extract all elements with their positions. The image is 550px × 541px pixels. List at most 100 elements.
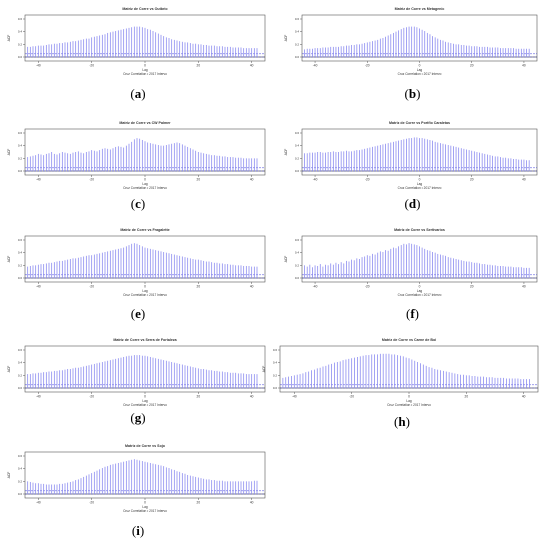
chart-panel-d: Matriz de Corre vs Portfio Caraletas -40 -… [280, 117, 545, 195]
chart-subtitle: Cruz Correlation • 2017 Intervo [123, 186, 167, 190]
x-tick-label: -20 [89, 285, 94, 289]
y-tick-label: 0.6 [273, 348, 278, 352]
chart-panel-e: Matriz de Corre vs Fragalette -40 -20 0 20 40… [3, 224, 273, 302]
y-tick-label: 0.2 [18, 479, 23, 483]
chart-panel-a: Matriz de Corre vs Outbrio -40 -20 0 20 40 0.0… [3, 3, 273, 81]
y-tick-label: 0.2 [295, 263, 300, 267]
x-tick-label: -20 [365, 285, 370, 289]
x-tick-label: 20 [197, 395, 201, 399]
x-axis-label: Lag [417, 68, 423, 72]
y-tick-label: 0.4 [273, 361, 278, 365]
y-axis-label: ACF [284, 256, 288, 263]
x-tick-label: 0 [419, 178, 421, 182]
y-tick-label: 0.2 [18, 373, 23, 377]
y-tick-label: 0.4 [295, 30, 300, 34]
y-tick-label: 0.6 [295, 131, 300, 135]
x-tick-label: -20 [89, 178, 94, 182]
chart-svg: Matriz de Corre vs Sojo -40 -20 0 20 40 0.0 0.2… [7, 444, 266, 513]
chart-title: Matriz de Corre vs Outbrio [122, 7, 168, 11]
y-axis-label: ACF [7, 366, 11, 373]
chart-subtitle: Cruz Correlation • 2017 Intervo [398, 186, 442, 190]
chart-svg: Matriz de Corre vs Fragalette -40 -20 0 20 40… [7, 228, 266, 297]
y-tick-label: 0.6 [18, 17, 23, 21]
chart-panel-i: Matriz de Corre vs Sojo -40 -20 0 20 40 0.0 0.2… [3, 440, 273, 518]
y-tick-label: 0.0 [295, 55, 300, 59]
y-tick-label: 0.2 [295, 42, 300, 46]
x-tick-label: 0 [144, 178, 146, 182]
panel-label-i: (i) [131, 523, 145, 538]
chart-title: Matriz de Corre vs Portfio Caraletas [389, 121, 450, 125]
x-tick-label: 0 [408, 395, 410, 399]
chart-subtitle: Cruz Correlation • 2017 Intervo [123, 293, 167, 297]
chart-subtitle: Cruz Correlation • 2017 Intervo [398, 293, 442, 297]
x-axis-label: Lag [142, 182, 148, 186]
x-tick-label: 20 [197, 178, 201, 182]
y-tick-label: 0.2 [273, 373, 278, 377]
x-tick-label: 20 [197, 285, 201, 289]
y-axis-label: ACF [284, 35, 288, 42]
x-tick-label: 40 [522, 285, 526, 289]
x-tick-label: 20 [197, 64, 201, 68]
panel-label-e: (e) [130, 306, 146, 321]
x-tick-label: 40 [250, 64, 254, 68]
x-tick-label: -20 [89, 64, 94, 68]
x-tick-label: 0 [144, 64, 146, 68]
chart-panel-c: Matriz de Corre vs CW Palmer -40 -20 0 20 40 0… [3, 117, 273, 195]
y-tick-label: 0.6 [18, 454, 23, 458]
x-tick-label: -40 [313, 285, 318, 289]
x-tick-label: 0 [419, 64, 421, 68]
chart-svg: Matriz de Corre vs Portfio Caraletas -40 -… [284, 121, 538, 190]
x-tick-label: 40 [250, 395, 254, 399]
x-tick-label: -40 [36, 178, 41, 182]
y-tick-label: 0.4 [18, 144, 23, 148]
chart-subtitle: Cruz Correlation • 2017 Intervo [123, 509, 167, 513]
x-tick-label: -40 [313, 64, 318, 68]
chart-subtitle: Cruz Correlation • 2017 Intervo [123, 403, 167, 407]
panel-label-d: (d) [404, 196, 421, 211]
x-tick-label: 20 [470, 64, 474, 68]
x-tick-label: -20 [349, 395, 354, 399]
y-tick-label: 0.4 [18, 30, 23, 34]
x-axis-label: Lag [142, 505, 148, 509]
panel-label-g: (g) [130, 410, 146, 425]
x-tick-label: -40 [36, 395, 41, 399]
y-tick-label: 0.6 [18, 131, 23, 135]
chart-svg: Matriz de Corre vs Metagenic -40 -20 0 20 40 0… [284, 7, 538, 76]
y-tick-label: 0.2 [18, 263, 23, 267]
x-axis-label: Lag [142, 68, 148, 72]
x-tick-label: -20 [89, 395, 94, 399]
y-tick-label: 0.4 [18, 361, 23, 365]
y-axis-label: ACF [7, 35, 11, 42]
y-tick-label: 0.0 [18, 386, 23, 390]
x-axis-label: Lag [406, 399, 412, 403]
y-tick-label: 0.2 [18, 156, 23, 160]
chart-title: Matriz de Corre vs Metagenic [395, 7, 445, 11]
y-tick-label: 0.6 [18, 238, 23, 242]
panel-label-a: (a) [130, 86, 146, 101]
y-tick-label: 0.6 [295, 17, 300, 21]
panel-label-c: (c) [130, 196, 146, 211]
x-tick-label: -20 [365, 178, 370, 182]
y-tick-label: 0.0 [18, 169, 23, 173]
x-tick-label: -40 [36, 64, 41, 68]
x-tick-label: 20 [470, 178, 474, 182]
y-tick-label: 0.0 [18, 276, 23, 280]
x-axis-label: Lag [417, 289, 423, 293]
x-tick-label: -20 [89, 501, 94, 505]
chart-svg: Matriz de Corre vs CW Palmer -40 -20 0 20 40 0… [7, 121, 266, 190]
chart-subtitle: Cruz Correlation • 2017 Intervo [398, 72, 442, 76]
chart-title: Matriz de Corre vs Sertivarios [394, 228, 445, 232]
panel-label-h: (h) [394, 414, 410, 429]
y-tick-label: 0.6 [295, 238, 300, 242]
chart-title: Matriz de Corre vs Serra de Fortaleza [113, 338, 177, 342]
y-tick-label: 0.0 [18, 492, 23, 496]
chart-title: Matriz de Corre vs CW Palmer [119, 121, 171, 125]
y-tick-label: 0.4 [295, 251, 300, 255]
y-tick-label: 0.4 [295, 144, 300, 148]
chart-panel-h: Matriz de Corre vs Carne de Boi -40 -20 0 20… [258, 334, 546, 412]
chart-subtitle: Cruz Correlation • 2017 Intervo [387, 403, 431, 407]
panel-label-b: (b) [404, 86, 421, 101]
x-tick-label: 40 [250, 285, 254, 289]
y-axis-label: ACF [284, 149, 288, 156]
chart-panel-f: Matriz de Corre vs Sertivarios -40 -20 0 20 4… [280, 224, 545, 302]
